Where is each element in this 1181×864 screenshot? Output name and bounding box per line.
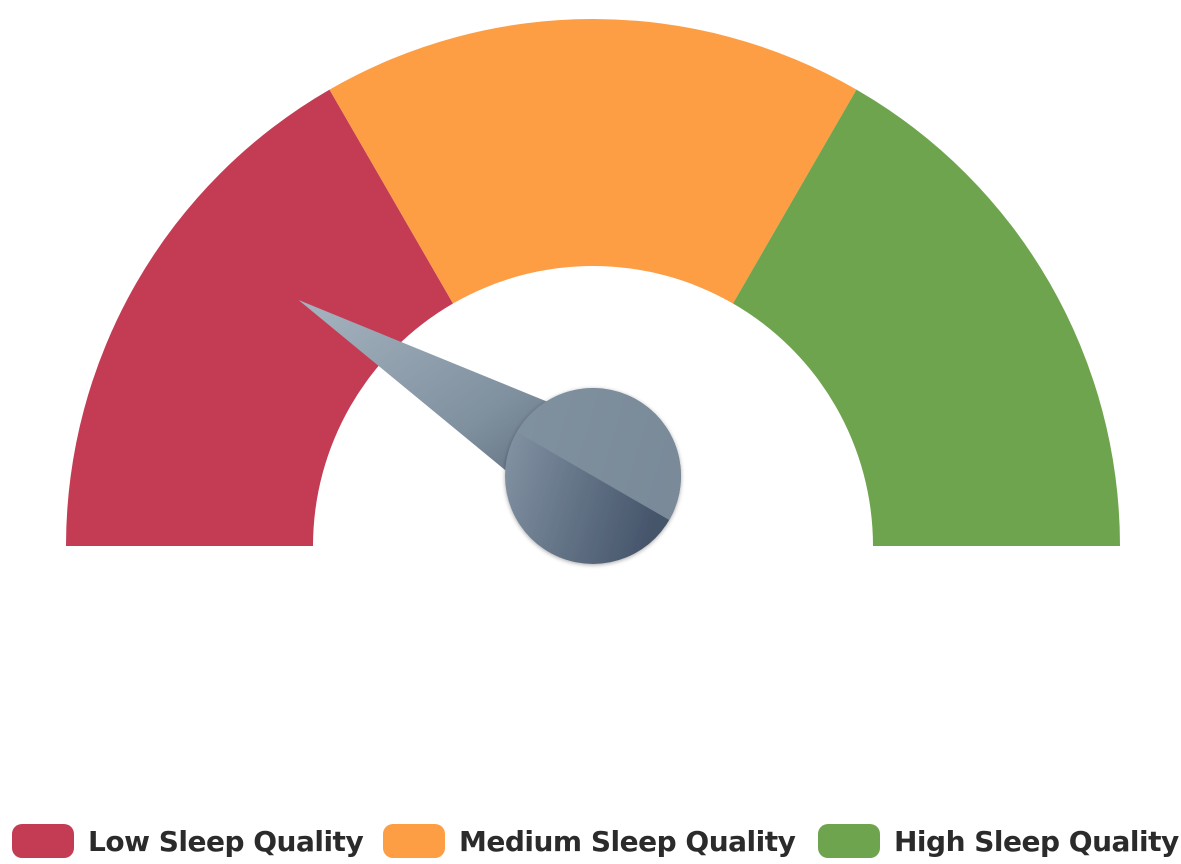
legend-swatch-high <box>818 824 880 858</box>
legend-label-medium: Medium Sleep Quality <box>459 824 796 858</box>
gauge-needle-hub-shade <box>516 388 681 520</box>
legend-item-medium[interactable]: Medium Sleep Quality <box>383 822 796 860</box>
legend-swatch-low <box>12 824 74 858</box>
gauge-svg <box>66 19 1120 564</box>
legend-item-low[interactable]: Low Sleep Quality <box>12 822 364 860</box>
legend: Low Sleep Quality Medium Sleep Quality H… <box>0 818 1181 864</box>
gauge-needle-group <box>298 300 681 564</box>
gauge-bands <box>66 19 1120 546</box>
gauge-band-low <box>66 89 453 546</box>
gauge-band-high <box>733 89 1120 546</box>
legend-label-high: High Sleep Quality <box>894 824 1179 858</box>
legend-label-low: Low Sleep Quality <box>88 824 364 858</box>
gauge-band-medium <box>329 19 857 304</box>
legend-swatch-medium <box>383 824 445 858</box>
gauge-chart <box>66 19 1120 564</box>
legend-item-high[interactable]: High Sleep Quality <box>818 822 1179 860</box>
